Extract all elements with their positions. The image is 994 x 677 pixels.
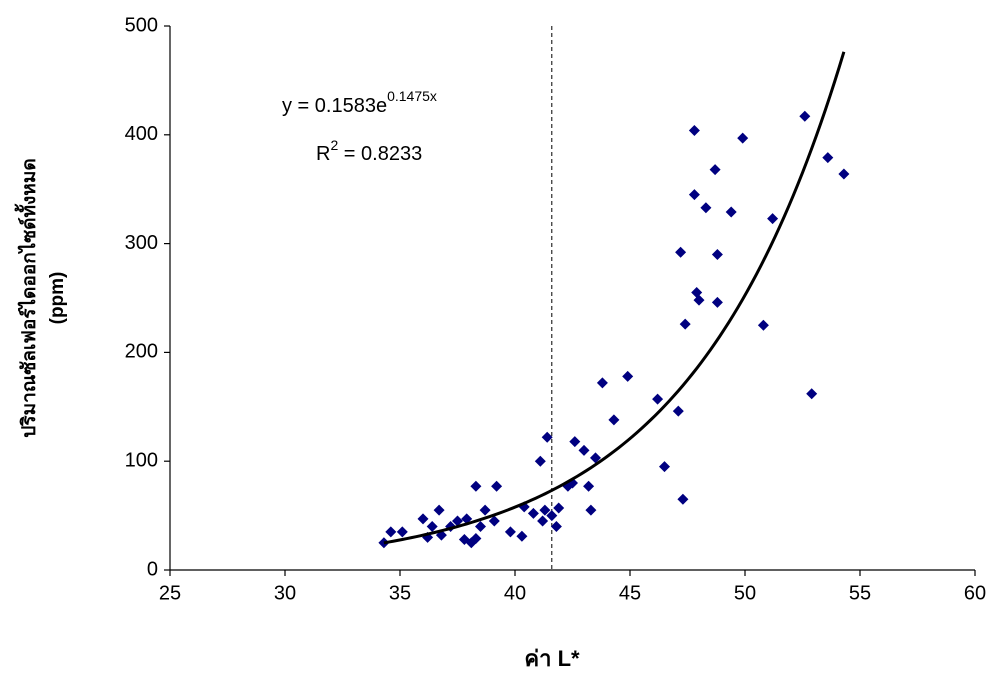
- y-tick-label: 200: [125, 341, 158, 363]
- data-point: [479, 504, 491, 516]
- y-axis-label: ปริมาณซัลเฟอร์ไดออกไซด์ทั้งหมด: [14, 158, 40, 437]
- data-point: [534, 455, 546, 467]
- data-point: [757, 319, 769, 331]
- data-point: [539, 504, 551, 516]
- x-tick-label: 25: [159, 582, 181, 604]
- data-point: [396, 526, 408, 538]
- data-point: [475, 520, 486, 532]
- data-point: [838, 168, 850, 180]
- trendline: [383, 51, 846, 545]
- equation-base: y = 0.1583e: [282, 95, 387, 117]
- y-tick-label: 300: [125, 232, 158, 254]
- data-point: [725, 206, 737, 218]
- data-point: [504, 526, 516, 538]
- data-point: [578, 444, 590, 456]
- data-point: [608, 414, 620, 426]
- x-tick-label: 40: [504, 582, 526, 604]
- data-point: [590, 452, 601, 464]
- x-tick-label: 35: [389, 582, 411, 604]
- data-point: [516, 530, 528, 542]
- data-point: [417, 513, 429, 525]
- data-point: [537, 515, 549, 527]
- y-tick-label: 500: [125, 14, 158, 36]
- data-point: [659, 461, 670, 473]
- data-point: [550, 520, 562, 532]
- data-point: [433, 504, 445, 516]
- data-point: [470, 532, 482, 544]
- data-point: [596, 377, 608, 389]
- data-point: [672, 405, 684, 417]
- x-tick-label: 60: [964, 582, 986, 604]
- data-point: [799, 110, 811, 122]
- x-tick-label: 30: [274, 582, 296, 604]
- equation-exponent: 0.1475x: [387, 88, 437, 104]
- data-point: [569, 436, 581, 448]
- data-point: [711, 248, 723, 260]
- data-point: [541, 431, 553, 443]
- data-point: [426, 520, 438, 532]
- data-point: [709, 164, 721, 176]
- y-tick-label: 100: [125, 449, 158, 471]
- data-point: [806, 388, 818, 400]
- data-point: [527, 507, 539, 519]
- y-tick-label: 400: [125, 123, 158, 145]
- data-point: [737, 132, 749, 144]
- data-point: [822, 152, 834, 164]
- data-point: [470, 480, 482, 492]
- data-point: [546, 510, 558, 522]
- y-tick-label: 0: [147, 558, 158, 580]
- x-tick-label: 55: [849, 582, 871, 604]
- data-point: [675, 246, 687, 258]
- data-point: [553, 502, 565, 514]
- r2-text: = 0.8233: [338, 143, 422, 165]
- data-point: [491, 480, 503, 492]
- data-point: [452, 515, 463, 527]
- data-point: [652, 393, 664, 405]
- data-point: [767, 213, 779, 225]
- data-point: [622, 370, 634, 382]
- data-point: [688, 189, 700, 201]
- r2-base: R: [316, 143, 330, 165]
- data-point: [693, 294, 705, 306]
- trend-equation: y = 0.1583e0.1475x: [282, 88, 437, 118]
- data-point: [700, 202, 712, 214]
- x-tick-label: 50: [734, 582, 756, 604]
- r-squared: R2 = 0.8233: [316, 137, 422, 166]
- data-point: [583, 480, 595, 492]
- x-axis-label: ค่า L*: [524, 646, 580, 671]
- data-point: [688, 124, 700, 136]
- data-point: [679, 318, 691, 330]
- data-point: [585, 504, 597, 516]
- x-tick-label: 45: [619, 582, 641, 604]
- data-point: [385, 526, 397, 538]
- data-point: [677, 493, 689, 505]
- y-axis-label: (ppm): [47, 272, 68, 325]
- r2-sup: 2: [330, 137, 338, 153]
- data-point: [711, 296, 723, 308]
- data-point: [488, 515, 500, 527]
